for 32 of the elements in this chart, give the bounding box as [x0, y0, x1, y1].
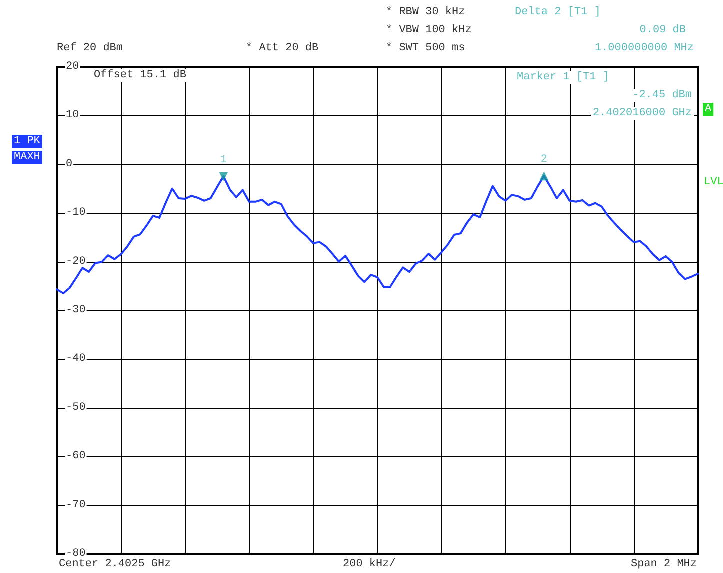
text: 200 kHz/: [343, 558, 396, 570]
y-tick-label: -80: [66, 548, 86, 560]
y-tick-label: -20: [66, 256, 86, 268]
text: * SWT 500 ms: [386, 42, 466, 54]
series-label: 1: [220, 154, 228, 167]
text: Center 2.4025 GHz: [59, 558, 172, 570]
text: 1 PK: [14, 136, 41, 148]
series-label: 2: [540, 154, 548, 166]
text: Delta 2 [T1 ]: [515, 6, 601, 18]
annotation: -2.45 dBm: [632, 90, 692, 102]
annotation: 2.402016000 GHz: [592, 108, 692, 120]
y-tick-label: -10: [66, 207, 86, 220]
text: Span 2 MHz: [630, 558, 698, 570]
y-tick-label: -30: [66, 304, 86, 316]
y-tick-label: 0: [66, 158, 73, 170]
text: * RBW 30 kHz: [386, 6, 466, 18]
y-tick-label: -50: [66, 402, 86, 414]
text: MAXH: [14, 152, 40, 164]
text: 0.09 dB: [640, 24, 686, 36]
annotation: Offset 15.1 dB: [94, 70, 187, 82]
y-tick-label: 10: [66, 110, 80, 122]
y-tick-label: -40: [66, 353, 86, 366]
text: Ref 20 dBm: [57, 42, 124, 54]
text: * VBW 100 kHz: [386, 24, 472, 36]
y-tick-label: -70: [66, 499, 86, 512]
annotation: Marker 1 [T1 ]: [517, 72, 610, 84]
text: A: [705, 104, 712, 116]
y-tick-label: -60: [66, 450, 86, 463]
y-tick-label: 20: [66, 61, 80, 73]
text: * Att 20 dB: [246, 42, 320, 54]
text: 1.000000000 MHz: [594, 42, 694, 54]
text: LVL: [704, 176, 723, 188]
